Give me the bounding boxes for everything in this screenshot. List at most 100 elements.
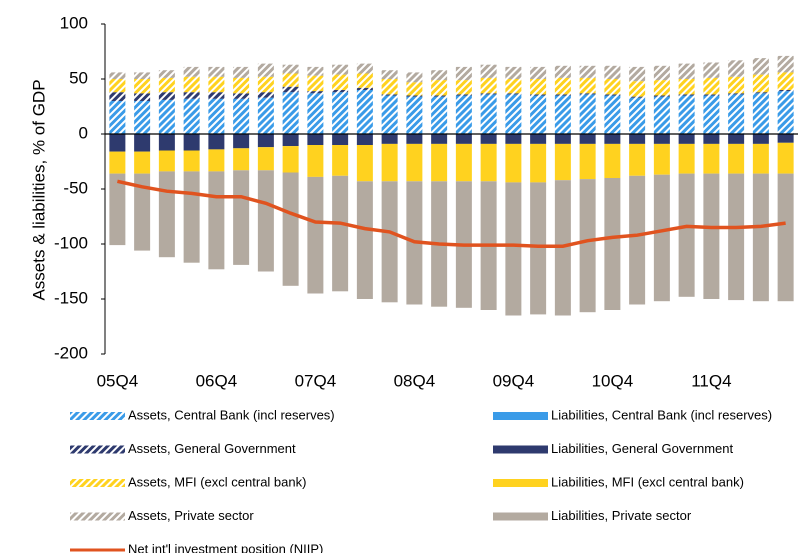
bar-segment xyxy=(505,94,522,134)
bar-segment xyxy=(282,73,299,87)
bar-segment xyxy=(158,77,175,93)
bar-segment xyxy=(678,134,695,144)
bar-segment xyxy=(332,134,349,145)
bar-segment xyxy=(356,181,373,299)
bar-segment xyxy=(579,93,596,95)
bar-segment xyxy=(233,93,250,99)
bar-segment xyxy=(158,92,175,100)
y-axis-label: Assets & liabilities, % of GDP xyxy=(29,79,48,300)
bar-segment xyxy=(208,92,225,99)
bar-segment xyxy=(579,94,596,134)
bar-segment xyxy=(480,94,497,134)
legend-label: Liabilities, Central Bank (incl reserves… xyxy=(551,407,772,422)
bar-segment xyxy=(233,77,250,94)
bar-segment xyxy=(208,149,225,172)
bar-segment xyxy=(406,96,423,134)
bar-segment xyxy=(134,79,151,94)
x-tick-label: 09Q4 xyxy=(493,371,535,390)
bar-segment xyxy=(505,93,522,95)
bar-segment xyxy=(109,173,126,246)
bar-segment xyxy=(282,172,299,286)
bar-segment xyxy=(183,150,200,172)
bar-segment xyxy=(183,98,200,134)
bar-segment xyxy=(208,171,225,270)
bar-segment xyxy=(183,76,200,93)
bar-segment xyxy=(604,65,621,79)
bar-segment xyxy=(554,65,571,78)
bar-segment xyxy=(703,95,720,134)
bar-segment xyxy=(579,77,596,94)
bar-segment xyxy=(530,143,547,183)
bar-segment xyxy=(233,134,250,149)
bar-segment xyxy=(604,178,621,310)
legend-label: Liabilities, General Government xyxy=(551,441,733,456)
bar-segment xyxy=(233,66,250,78)
bar-segment xyxy=(629,143,646,176)
bar-segment xyxy=(307,91,324,94)
bar-segment xyxy=(282,146,299,173)
bar-segment xyxy=(480,143,497,182)
bar-segment xyxy=(752,134,769,144)
bar-segment xyxy=(381,134,398,144)
bar-segment xyxy=(381,70,398,79)
bar-segment xyxy=(604,143,621,178)
bar-segment xyxy=(233,98,250,134)
bar-segment xyxy=(703,94,720,96)
bar-segment xyxy=(703,134,720,144)
bar-segment xyxy=(752,92,769,94)
legend-label: Assets, Central Bank (incl reserves) xyxy=(128,407,335,422)
bar-segment xyxy=(678,63,695,79)
x-tick-label: 07Q4 xyxy=(295,371,337,390)
bar-segment xyxy=(307,145,324,177)
bar-segment xyxy=(604,79,621,95)
bar-segment xyxy=(332,92,349,134)
bar-segment xyxy=(356,90,373,134)
bar-segment xyxy=(431,80,448,96)
x-tick-label: 11Q4 xyxy=(691,371,731,390)
bar-segment xyxy=(653,80,670,96)
bar-segment xyxy=(777,91,794,134)
bar-segment xyxy=(604,134,621,144)
line-series xyxy=(116,179,786,248)
bar-segment xyxy=(530,66,547,79)
bar-segment xyxy=(183,134,200,151)
x-tick-label: 05Q4 xyxy=(97,371,139,390)
bar-segment xyxy=(134,173,151,251)
bar-segment xyxy=(406,95,423,97)
bar-segment xyxy=(257,97,274,134)
bar-segment xyxy=(530,134,547,144)
bar-segment xyxy=(431,95,448,97)
bar-segment xyxy=(604,95,621,134)
bar-segment xyxy=(777,55,794,73)
bar-segment xyxy=(480,93,497,95)
legend-label: Assets, General Government xyxy=(128,441,296,456)
bar-segment xyxy=(307,134,324,145)
bar-segment xyxy=(530,79,547,95)
x-tick-label: 08Q4 xyxy=(394,371,436,390)
bar-segment xyxy=(158,150,175,172)
bar-segment xyxy=(257,92,274,98)
legend-label: Assets, MFI (excl central bank) xyxy=(128,474,306,489)
bar-segment xyxy=(653,96,670,134)
bar-segment xyxy=(257,63,274,77)
bar-segment xyxy=(158,171,175,258)
bar-segment xyxy=(134,134,151,152)
bar-segment xyxy=(109,101,126,134)
bar-segment xyxy=(554,77,571,95)
bar-segment xyxy=(332,90,349,93)
bar-segment xyxy=(554,143,571,181)
bar-segment xyxy=(728,173,745,301)
bar-segment xyxy=(257,76,274,93)
bar-segment xyxy=(703,62,720,78)
bar-segment xyxy=(332,145,349,176)
x-tick-label: 10Q4 xyxy=(592,371,634,390)
bar-segment xyxy=(777,134,794,143)
bar-segment xyxy=(134,72,151,79)
bar-segment xyxy=(381,95,398,134)
bar-segment xyxy=(109,134,126,152)
bar-segment xyxy=(728,93,745,95)
bar-segment xyxy=(629,97,646,134)
bar-segment xyxy=(233,148,250,171)
bar-segment xyxy=(381,79,398,95)
